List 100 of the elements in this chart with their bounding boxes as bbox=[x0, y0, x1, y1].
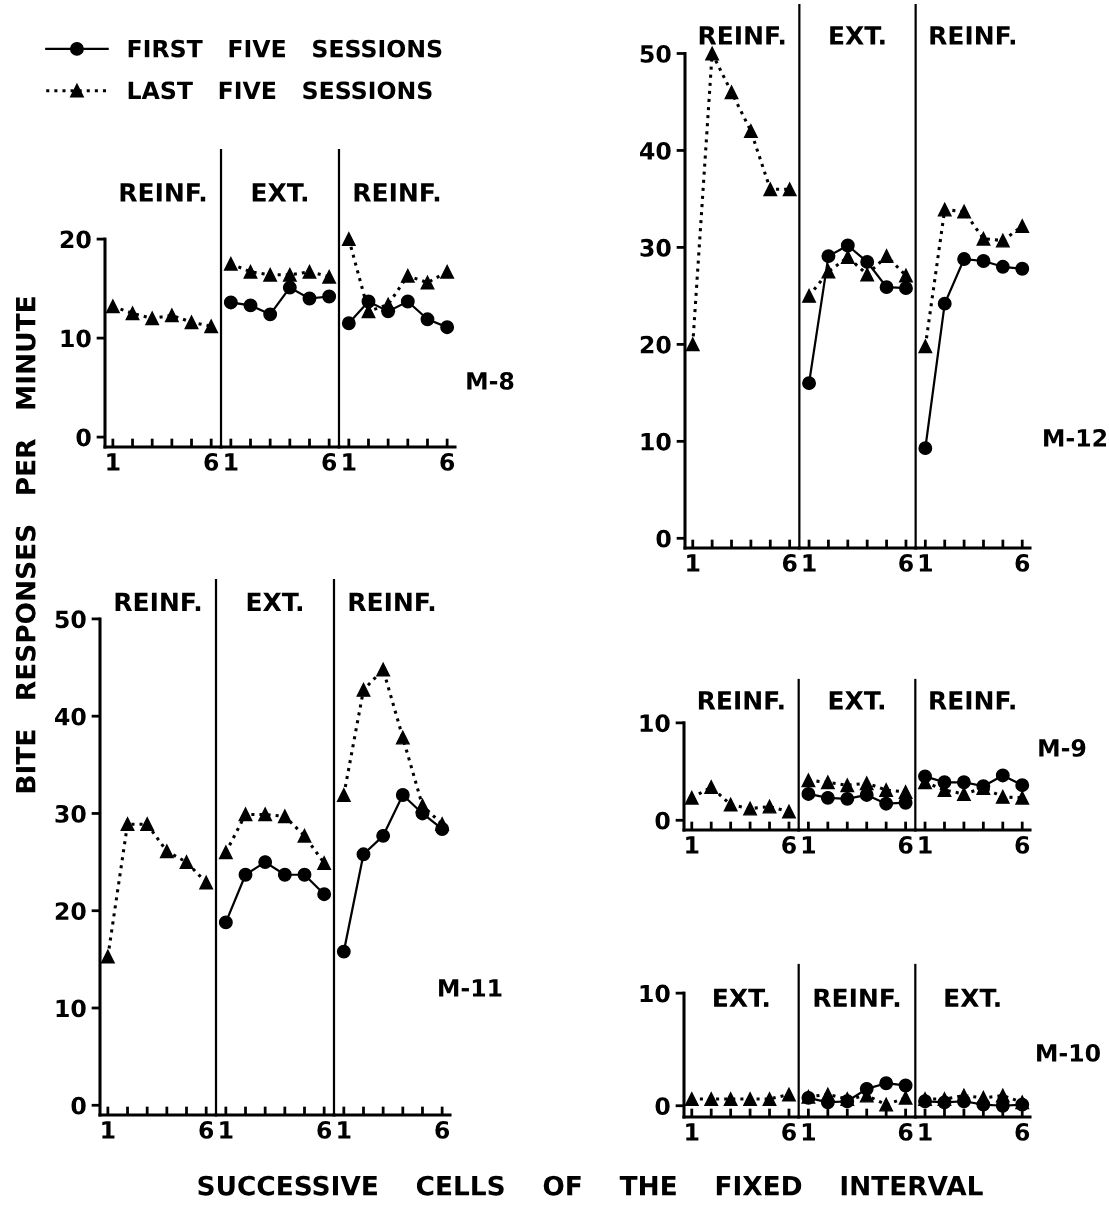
point bbox=[258, 807, 273, 822]
point bbox=[956, 787, 971, 801]
point bbox=[724, 85, 739, 100]
point bbox=[302, 291, 317, 306]
y-tick-label: 10 bbox=[640, 984, 670, 1003]
point bbox=[376, 828, 391, 843]
text: REINF. bbox=[120, 183, 206, 202]
x-tick-label: 6 bbox=[322, 452, 337, 471]
x-tick-label: 6 bbox=[199, 1120, 214, 1139]
y-tick-label: 0 bbox=[655, 1097, 670, 1116]
point bbox=[376, 662, 391, 677]
point bbox=[302, 264, 317, 279]
point bbox=[976, 1090, 991, 1105]
point bbox=[918, 339, 933, 354]
point bbox=[879, 796, 894, 811]
point bbox=[899, 268, 913, 283]
point bbox=[356, 682, 371, 697]
point bbox=[802, 376, 816, 391]
x-tick-label: 6 bbox=[1015, 553, 1030, 572]
point bbox=[317, 856, 332, 871]
point bbox=[322, 269, 337, 284]
legend-label: LAST FIVE SESSIONS bbox=[128, 81, 432, 100]
text: REINF. bbox=[354, 183, 440, 202]
point bbox=[415, 798, 430, 813]
point bbox=[956, 1088, 971, 1103]
point bbox=[120, 817, 135, 832]
text: M-12 bbox=[1044, 428, 1107, 447]
point bbox=[898, 1078, 913, 1093]
x-tick-label: 1 bbox=[102, 1121, 115, 1139]
x-tick-label: 6 bbox=[1015, 1122, 1030, 1141]
point bbox=[763, 182, 778, 197]
x-tick-label: 1 bbox=[802, 1123, 815, 1141]
point bbox=[179, 855, 194, 870]
point bbox=[762, 799, 777, 814]
point bbox=[263, 267, 278, 282]
point bbox=[420, 312, 435, 327]
point bbox=[164, 308, 179, 323]
legend-label: FIRST FIVE SESSIONS bbox=[128, 39, 442, 58]
x-tick-label: 6 bbox=[317, 1120, 332, 1139]
x-tick-label: 1 bbox=[687, 554, 700, 572]
point bbox=[243, 264, 258, 279]
point bbox=[995, 789, 1010, 804]
chart-title: REINF. bbox=[930, 691, 1015, 710]
x-tick-label: 6 bbox=[782, 835, 796, 854]
point bbox=[840, 778, 855, 793]
point bbox=[782, 182, 797, 197]
y-tick-label: 50 bbox=[640, 44, 671, 63]
chart-title: REINF. bbox=[115, 592, 201, 611]
point bbox=[277, 809, 292, 824]
point bbox=[879, 1097, 894, 1112]
point bbox=[840, 250, 855, 265]
point bbox=[297, 828, 312, 843]
point bbox=[879, 280, 894, 295]
point bbox=[263, 307, 278, 322]
point bbox=[336, 788, 351, 802]
point bbox=[297, 867, 312, 882]
x-tick-label: 1 bbox=[919, 1123, 932, 1141]
point bbox=[218, 845, 233, 860]
point bbox=[317, 887, 332, 902]
point bbox=[937, 202, 952, 217]
point bbox=[820, 775, 835, 790]
point bbox=[898, 1090, 913, 1105]
point bbox=[840, 238, 855, 253]
point bbox=[995, 1088, 1010, 1103]
text: EXT. bbox=[830, 26, 885, 45]
point bbox=[937, 1092, 952, 1106]
point bbox=[258, 855, 273, 870]
point bbox=[782, 804, 796, 819]
point bbox=[995, 233, 1010, 248]
point bbox=[341, 316, 356, 331]
point bbox=[381, 297, 396, 312]
point bbox=[840, 791, 855, 806]
point bbox=[684, 790, 699, 805]
point bbox=[238, 867, 253, 882]
annotation: M-11 bbox=[439, 979, 502, 997]
point bbox=[879, 249, 894, 264]
x-tick-label: 1 bbox=[220, 1121, 233, 1139]
point bbox=[821, 249, 836, 264]
point bbox=[420, 275, 435, 290]
x-tick-label: 1 bbox=[225, 453, 238, 471]
point bbox=[879, 1076, 894, 1091]
point bbox=[238, 807, 253, 822]
text: EXT. bbox=[945, 988, 1000, 1007]
point bbox=[860, 255, 875, 269]
text: REINF. bbox=[930, 26, 1015, 45]
point bbox=[956, 775, 971, 790]
y-tick-label: 40 bbox=[55, 707, 86, 726]
point bbox=[204, 319, 219, 334]
point bbox=[801, 787, 816, 801]
y-tick-label: 30 bbox=[640, 238, 671, 257]
point bbox=[440, 320, 455, 335]
x-tick-label: 1 bbox=[919, 836, 932, 854]
point bbox=[705, 46, 720, 61]
point bbox=[243, 298, 258, 313]
point bbox=[898, 785, 913, 799]
x-tick-label: 6 bbox=[1015, 835, 1030, 854]
point bbox=[937, 296, 952, 311]
x-tick-label: 1 bbox=[338, 1121, 351, 1139]
point bbox=[105, 299, 120, 314]
point bbox=[356, 847, 371, 862]
